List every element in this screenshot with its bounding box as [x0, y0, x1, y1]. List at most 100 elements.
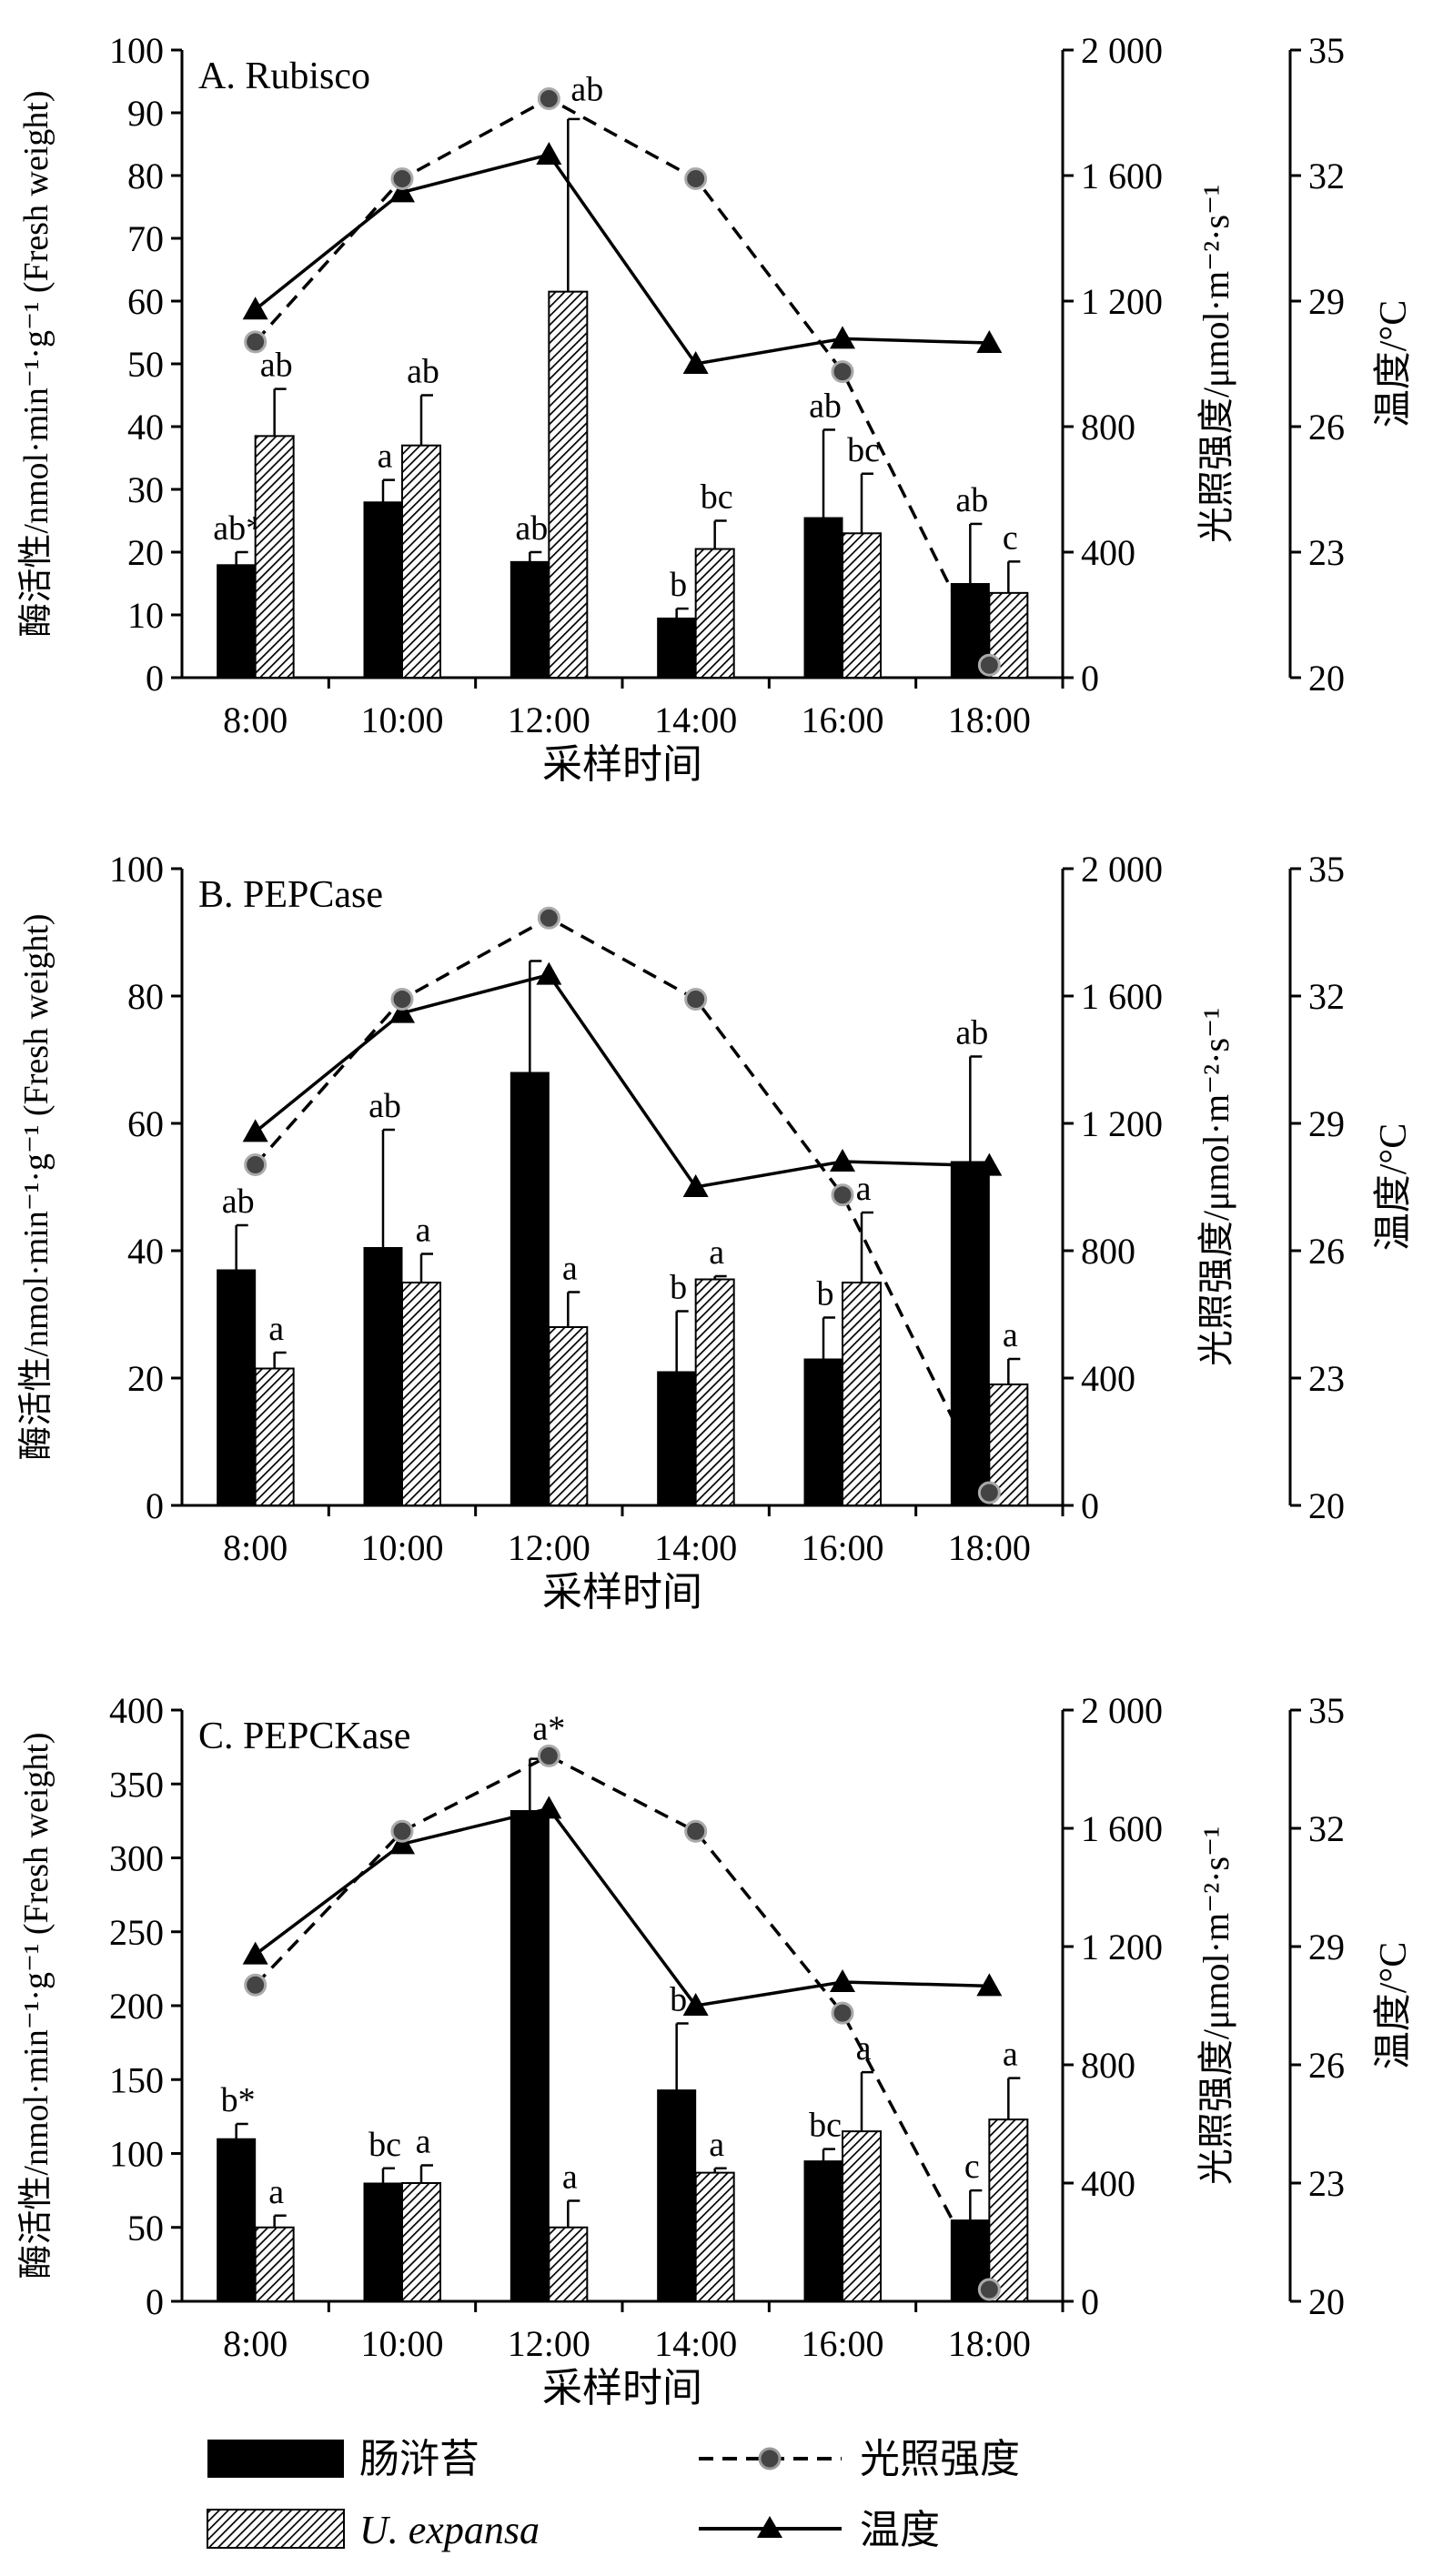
light-marker — [537, 86, 560, 110]
left-tick-label: 30 — [127, 469, 164, 510]
bar-chang — [217, 564, 257, 679]
panel-title: B. PEPCase — [198, 874, 383, 916]
light-marker — [390, 988, 414, 1011]
x-tick-label: 8:00 — [223, 2323, 288, 2364]
bar-chang — [803, 2160, 843, 2302]
bar-uexpansa — [842, 1282, 882, 1506]
light-marker — [684, 166, 708, 190]
light-tick-label: 2 000 — [1081, 1690, 1163, 1731]
bar-chang — [803, 1358, 843, 1506]
bar-uexpansa — [548, 290, 589, 679]
left-tick-label: 150 — [109, 2059, 164, 2100]
legend-label-temp: 温度 — [860, 2508, 940, 2552]
light-point-label: ab — [570, 70, 603, 108]
significance-label: a — [709, 2126, 724, 2164]
significance-label: bc — [368, 2126, 401, 2164]
left-tick-label: 40 — [127, 1231, 164, 1272]
temperature-marker — [830, 1149, 855, 1172]
significance-label: b* — [221, 2081, 256, 2119]
x-tick-label: 12:00 — [508, 1527, 590, 1568]
x-tick-label: 10:00 — [360, 699, 443, 740]
temp-tick-label: 29 — [1308, 281, 1345, 322]
panel-2: 0 20 40 60 80 100 0 400 800 1 200 1 600 2 000 20 23 26… — [17, 849, 1415, 1615]
significance-label: b — [670, 1269, 687, 1307]
light-tick-label: 800 — [1081, 407, 1135, 448]
significance-label: a — [562, 1250, 578, 1288]
light-marker — [684, 1819, 708, 1843]
bar-uexpansa — [254, 1367, 295, 1506]
bar-uexpansa — [254, 435, 295, 679]
temp-tick-label: 20 — [1308, 2281, 1345, 2322]
panel-title: C. PEPCKase — [198, 1716, 410, 1757]
left-tick-label: 350 — [109, 1764, 164, 1805]
bar-uexpansa — [548, 1326, 589, 1506]
bar-chang — [803, 517, 843, 679]
light-tick-label: 0 — [1081, 1485, 1099, 1526]
left-tick-label: 40 — [127, 407, 164, 448]
significance-label: ab — [955, 1014, 988, 1052]
left-axis-title: 酶活性/nmol·min⁻¹·g⁻¹ (Fresh weight) — [17, 1732, 56, 2279]
light-axis-title: 光照强度/μmol·m⁻²·s⁻¹ — [1196, 185, 1236, 543]
temperature-marker — [242, 1119, 268, 1142]
temperature-marker — [389, 1831, 415, 1855]
x-tick-label: 16:00 — [801, 1527, 883, 1568]
left-tick-label: 20 — [127, 532, 164, 573]
x-tick-label: 12:00 — [508, 699, 590, 740]
left-tick-label: 100 — [109, 849, 164, 890]
left-tick-label: 100 — [109, 30, 164, 71]
light-tick-label: 1 600 — [1081, 1808, 1163, 1849]
left-tick-label: 90 — [127, 93, 164, 134]
significance-label: b — [817, 1275, 834, 1313]
legend-marker-temp — [757, 2516, 782, 2538]
temperature-line — [254, 972, 990, 1189]
left-tick-label: 20 — [127, 1358, 164, 1399]
light-tick-label: 2 000 — [1081, 30, 1163, 71]
bar-chang — [363, 501, 403, 679]
x-tick-label: 8:00 — [223, 1527, 288, 1568]
light-tick-label: 2 000 — [1081, 849, 1163, 890]
x-tick-label: 16:00 — [801, 2323, 883, 2364]
temperature-marker — [830, 1969, 855, 1992]
left-tick-label: 60 — [127, 281, 164, 322]
temperature-line — [254, 1806, 990, 2007]
light-tick-label: 800 — [1081, 1231, 1135, 1272]
light-marker — [684, 988, 708, 1011]
bar-chang — [217, 1269, 257, 1506]
light-marker — [977, 653, 1001, 677]
legend-swatch-uexpansa — [207, 2509, 345, 2549]
bar-uexpansa — [401, 1282, 441, 1506]
bar-uexpansa — [548, 2226, 589, 2302]
temp-axis-title: 温度/°C — [1373, 1942, 1415, 2069]
temp-tick-label: 35 — [1308, 849, 1345, 890]
x-tick-label: 10:00 — [360, 1527, 443, 1568]
temp-tick-label: 23 — [1308, 1358, 1345, 1399]
temp-tick-label: 32 — [1308, 1808, 1345, 1849]
temperature-marker — [976, 1152, 1003, 1176]
significance-label: ab — [260, 347, 293, 385]
legend-marker-light — [758, 2447, 782, 2470]
significance-label: c — [964, 2148, 980, 2186]
significance-label: ab — [407, 353, 439, 391]
light-tick-label: 1 200 — [1081, 1927, 1163, 1967]
x-tick-label: 12:00 — [508, 2323, 590, 2364]
left-axis-title: 酶活性/nmol·min⁻¹·g⁻¹ (Fresh weight) — [17, 913, 56, 1460]
significance-label: bc — [701, 478, 733, 517]
x-tick-label: 14:00 — [654, 699, 737, 740]
significance-label: a — [1003, 2036, 1018, 2074]
light-marker — [831, 360, 854, 384]
x-tick-label: 8:00 — [223, 699, 288, 740]
left-tick-label: 200 — [109, 1986, 164, 2027]
significance-label: bc — [809, 2107, 842, 2145]
left-tick-label: 250 — [109, 1912, 164, 1953]
light-tick-label: 0 — [1081, 658, 1099, 699]
temp-tick-label: 29 — [1308, 1103, 1345, 1144]
light-point-label: a* — [532, 1709, 565, 1747]
panel-title: A. Rubisco — [198, 55, 370, 97]
significance-label: a — [378, 438, 393, 476]
temp-tick-label: 26 — [1308, 407, 1345, 448]
significance-label: a — [268, 2173, 284, 2211]
significance-label: c — [1003, 518, 1018, 557]
left-tick-label: 80 — [127, 156, 164, 196]
temperature-marker — [682, 351, 709, 374]
x-tick-label: 10:00 — [360, 2323, 443, 2364]
